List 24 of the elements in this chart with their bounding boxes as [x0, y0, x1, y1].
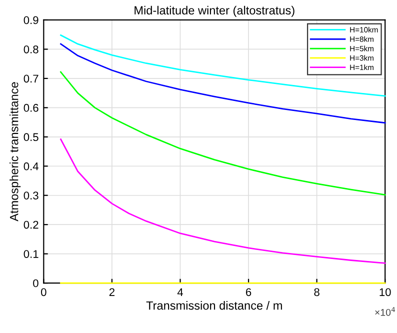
- x-tick-label: 4: [177, 288, 184, 296]
- chart-title: Mid-latitude winter (altostratus): [134, 6, 294, 17]
- line-series: [60, 71, 386, 196]
- line-series: [60, 138, 386, 264]
- y-tick-label: 0: [33, 279, 38, 288]
- y-tick-label: 0.6: [24, 104, 38, 112]
- x-tick-label: 10: [380, 288, 391, 296]
- y-tick-label: 0.8: [24, 45, 38, 54]
- y-tick-label: 0.5: [24, 133, 38, 142]
- y-tick-label: 0.7: [24, 74, 38, 83]
- line-series: [60, 34, 386, 97]
- x-tick-label: 0: [41, 288, 46, 296]
- x-axis-title: Transmission distance / m: [146, 301, 282, 310]
- y-tick-label: 0.9: [24, 16, 38, 24]
- y-tick-label: 0.4: [24, 162, 38, 170]
- y-tick-label: 0.1: [24, 250, 38, 258]
- x-tick-label: 6: [246, 288, 252, 296]
- y-tick-label: 0.3: [24, 192, 38, 200]
- line-series: [60, 43, 386, 124]
- x-tick-label: 8: [314, 288, 320, 296]
- y-axis-title: Atmospheric transmittance: [10, 82, 21, 222]
- text: ×10$^{4}$: [375, 307, 396, 316]
- x-tick-label: 2: [109, 288, 114, 296]
- y-tick-label: 0.2: [24, 220, 38, 229]
